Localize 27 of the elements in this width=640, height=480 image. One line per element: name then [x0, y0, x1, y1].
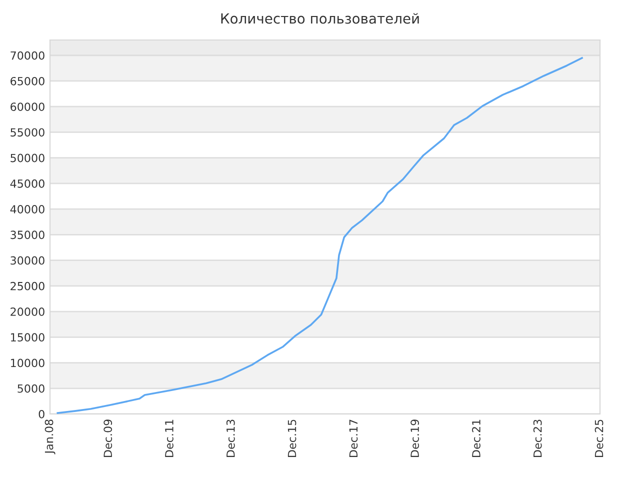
x-tick-label: Dec.23	[533, 420, 542, 457]
y-tick-label: 60000	[10, 102, 44, 111]
x-tick-label: Dec.21	[472, 420, 480, 457]
y-tick-label: 20000	[10, 308, 44, 316]
y-tick-label: 45000	[10, 179, 44, 188]
x-tick-label: Dec.13	[226, 420, 235, 457]
x-tick-label: Dec.09	[104, 420, 112, 457]
y-tick-label: 65000	[10, 76, 44, 86]
y-tick-label: 10000	[11, 358, 44, 368]
y-tick-label: 25000	[10, 282, 44, 290]
y-tick-label: 15000	[11, 333, 44, 342]
y-tick-label: 40000	[10, 205, 44, 214]
y-tick-label: 35000	[10, 230, 44, 240]
x-tick-label: Dec.15	[288, 420, 296, 457]
x-tick-label: Dec.11	[165, 420, 174, 457]
x-tick-label: Jan.08	[44, 420, 56, 454]
y-tick-label: 30000	[10, 256, 44, 265]
y-tick-label: 5000	[18, 384, 44, 393]
y-tick-label: 0	[38, 410, 44, 418]
x-tick-label: Dec.17	[349, 420, 358, 457]
y-tick-label: 50000	[10, 154, 44, 162]
x-tick-label: Dec.25	[594, 420, 604, 457]
x-tick-label: Dec.19	[410, 420, 419, 457]
y-tick-label: 55000	[10, 128, 44, 137]
line-series	[56, 57, 583, 414]
chart-title: Количество пользователей	[221, 13, 419, 24]
y-tick-label: 70000	[10, 51, 44, 60]
